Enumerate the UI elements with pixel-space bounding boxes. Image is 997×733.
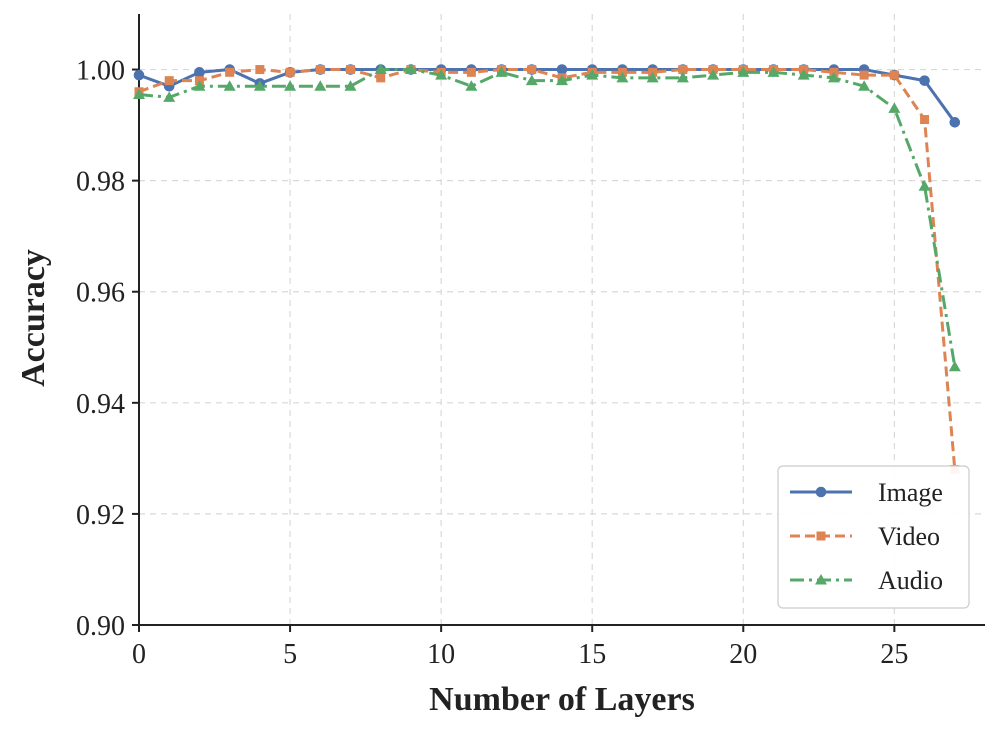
audio-data-point xyxy=(707,69,720,80)
series-layer xyxy=(133,63,961,474)
legend-label-audio: Audio xyxy=(878,566,943,595)
video-data-point xyxy=(285,67,295,77)
audio-data-point xyxy=(374,63,387,75)
x-tick-label: 20 xyxy=(729,639,757,670)
audio-data-point xyxy=(495,66,508,77)
y-tick-label: 0.98 xyxy=(76,167,125,198)
image-data-point xyxy=(949,117,961,128)
video-series-line xyxy=(138,68,957,470)
audio-data-point xyxy=(616,71,629,83)
legend-item-image: Image xyxy=(790,478,943,507)
x-ticks: 0 5 10 15 20 25 xyxy=(132,625,908,670)
y-tick-label: 1.00 xyxy=(76,56,125,87)
audio-series-line xyxy=(138,68,957,367)
audio-data-point xyxy=(888,102,901,113)
image-data-point xyxy=(194,67,205,78)
image-series-line xyxy=(138,68,956,124)
audio-data-point xyxy=(133,88,145,100)
audio-data-point xyxy=(827,71,840,83)
x-tick-label: 10 xyxy=(427,639,455,670)
y-tick-label: 0.92 xyxy=(76,500,125,531)
audio-data-point xyxy=(193,80,206,91)
y-ticks: 0.90 0.92 0.94 0.96 0.98 1.00 xyxy=(76,56,139,642)
video-data-point xyxy=(376,73,386,83)
x-tick-label: 5 xyxy=(283,639,297,670)
video-data-point xyxy=(889,70,899,80)
video-data-point xyxy=(164,76,174,86)
audio-data-point xyxy=(284,80,297,91)
audio-data-point xyxy=(797,69,810,80)
audio-data-point xyxy=(586,69,599,80)
audio-data-point xyxy=(404,63,417,75)
audio-data-point xyxy=(918,180,931,191)
audio-data-point xyxy=(314,80,327,91)
video-data-point xyxy=(859,70,869,80)
video-data-point xyxy=(255,65,265,75)
video-data-point xyxy=(678,65,688,75)
audio-data-point xyxy=(858,80,871,91)
series-audio xyxy=(133,63,961,372)
legend-frame xyxy=(777,465,970,609)
series-video xyxy=(134,65,960,474)
legend-item-audio: Audio xyxy=(790,566,943,595)
image-data-point xyxy=(133,69,145,81)
audio-data-point xyxy=(465,80,478,91)
audio-data-point xyxy=(767,66,780,77)
video-data-point xyxy=(466,67,476,77)
y-tick-label: 0.90 xyxy=(76,611,125,642)
legend: Image Video Audio xyxy=(777,465,970,609)
legend-item-video: Video xyxy=(790,522,940,551)
y-tick-label: 0.96 xyxy=(76,278,125,309)
x-tick-label: 25 xyxy=(880,639,908,670)
audio-data-point xyxy=(163,91,176,102)
audio-data-point xyxy=(525,74,538,86)
audio-data-point xyxy=(223,80,236,91)
x-tick-label: 15 xyxy=(578,639,606,670)
legend-items: Image Video Audio xyxy=(790,478,943,595)
y-axis-label: Accuracy xyxy=(15,249,52,387)
axes-layer xyxy=(138,14,985,626)
audio-data-point xyxy=(948,360,961,372)
legend-marker-video xyxy=(816,531,826,541)
audio-data-point xyxy=(435,69,448,80)
audio-data-point xyxy=(253,80,266,91)
audio-data-point xyxy=(556,74,568,86)
audio-data-point xyxy=(737,66,750,77)
legend-marker-image xyxy=(815,486,827,498)
video-data-point xyxy=(225,67,235,77)
audio-data-point xyxy=(676,71,689,83)
video-data-point xyxy=(315,65,325,75)
legend-label-image: Image xyxy=(878,478,943,507)
video-data-point xyxy=(346,65,355,75)
video-data-point xyxy=(920,115,930,125)
x-axis-label: Number of Layers xyxy=(429,681,695,718)
legend-marker-audio xyxy=(815,574,827,585)
video-data-point xyxy=(527,65,537,75)
x-tick-label: 0 xyxy=(132,639,146,670)
audio-data-point xyxy=(344,80,357,91)
image-data-point xyxy=(556,64,568,75)
legend-label-video: Video xyxy=(878,522,940,551)
image-data-point xyxy=(919,75,930,86)
audio-data-point xyxy=(646,71,659,83)
y-tick-label: 0.94 xyxy=(76,389,125,420)
